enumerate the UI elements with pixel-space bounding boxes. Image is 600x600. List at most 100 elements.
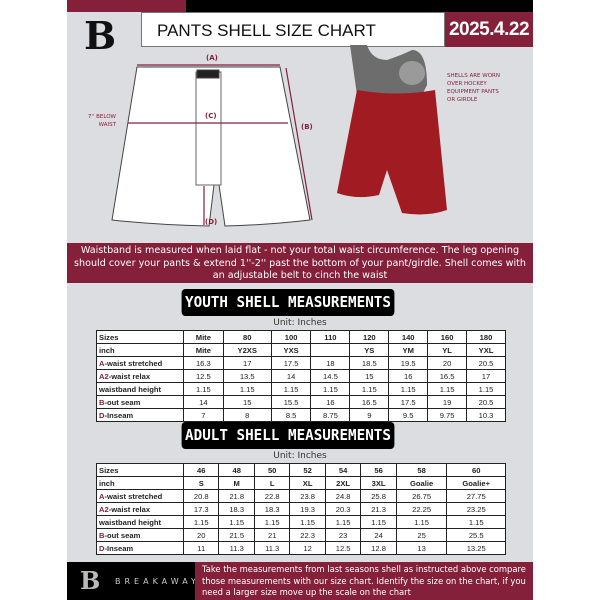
table-cell: 13 — [395, 541, 448, 555]
measurement-name: -Inseam — [104, 410, 134, 420]
below-waist-note-1: 7'' BELOW — [88, 114, 117, 120]
table-cell: 24 — [360, 528, 397, 542]
table-cell: 22.25 — [395, 502, 448, 516]
table-cell: 19.3 — [289, 502, 326, 516]
table-cell: 24.8 — [324, 489, 362, 503]
table-cell: 11 — [182, 541, 220, 555]
table-cell: 8.5 — [270, 408, 312, 422]
row-label: B-out seam — [96, 395, 184, 409]
table-cell: 18.3 — [218, 502, 255, 516]
table-cell: 1.15 — [253, 515, 291, 529]
table-cell: YS — [349, 343, 390, 357]
table-cell: YL — [427, 343, 468, 357]
table-row: A-waist stretched 20.8 21.8 22.8 23.8 24.8 25.… — [96, 489, 506, 503]
table-cell: 25 — [395, 528, 448, 542]
measurement-name: -waist stretched — [104, 491, 163, 501]
row-label: Sizes — [96, 463, 184, 477]
table-row: Sizes Mite 80 100 110 120 140 160 180 — [96, 330, 506, 344]
table-cell: 100 — [270, 330, 312, 344]
table-cell: YXS — [270, 343, 312, 357]
table-cell: 17.3 — [182, 502, 220, 516]
adult-section-title: ADULT SHELL MEASUREMENTS — [181, 422, 395, 449]
measurement-code: A2 — [99, 504, 109, 514]
table-cell: 54 — [324, 463, 362, 477]
label-a: (A) — [206, 54, 218, 62]
table-cell: 20 — [427, 356, 468, 370]
measurement-code: D — [99, 543, 105, 553]
table-cell: 1.15 — [466, 382, 506, 396]
table-row: A2-waist relax 17.3 18.3 18.3 19.3 20.3 21.3 22… — [96, 502, 506, 516]
table-cell: M — [218, 476, 255, 490]
table-cell: 9.75 — [427, 408, 468, 422]
table-cell: 1.15 — [310, 382, 351, 396]
table-cell: 7 — [183, 408, 224, 422]
table-cell: 23.8 — [289, 489, 326, 503]
top-black-bar — [186, 0, 533, 12]
youth-size-table: Sizes Mite 80 100 110 120 140 160 180 inch Mite Y2X… — [96, 330, 506, 422]
table-cell: 16.3 — [183, 356, 224, 370]
measurement-code: A2 — [99, 371, 109, 381]
table-row: B-out seam 20 21.5 21 22.3 23 24 25 25.5 — [96, 528, 506, 542]
measurement-code: A — [99, 358, 105, 368]
table-cell: 18.3 — [253, 502, 291, 516]
table-cell: 16.5 — [427, 369, 468, 383]
table-row: waistband height 1.15 1.15 1.15 1.15 1.15 1.15… — [96, 515, 506, 529]
table-cell: 12.5 — [324, 541, 362, 555]
table-cell: 1.15 — [289, 515, 326, 529]
table-cell: 50 — [253, 463, 291, 477]
row-label: A2-waist relax — [96, 502, 184, 516]
table-cell: 48 — [218, 463, 255, 477]
table-cell: 58 — [395, 463, 448, 477]
table-cell: 19 — [427, 395, 468, 409]
table-cell: 20.8 — [182, 489, 220, 503]
footer-instructions: Take the measurements from last seasons … — [195, 562, 533, 600]
row-label: inch — [96, 343, 184, 357]
table-cell: 17 — [466, 369, 506, 383]
table-cell: 16 — [388, 369, 429, 383]
table-row: B-out seam 14 15 15.5 16 16.5 17.5 19 20.5 — [96, 395, 506, 409]
table-row: D-Inseam 11 11.3 11.3 12 12.5 12.8 13 13.25 — [96, 541, 506, 555]
measurement-name: -out seam — [104, 397, 141, 407]
table-cell: 19.5 — [388, 356, 429, 370]
table-cell: Goalie+ — [446, 476, 506, 490]
measurement-name: Sizes — [99, 332, 119, 342]
table-cell: 1.15 — [395, 515, 448, 529]
row-label: D-Inseam — [96, 408, 184, 422]
measurement-name: -waist relax — [108, 504, 151, 514]
label-b: (B) — [301, 123, 313, 131]
table-cell: 20.5 — [466, 356, 506, 370]
table-cell: 17.5 — [270, 356, 312, 370]
table-cell: 1.15 — [446, 515, 506, 529]
row-label: Sizes — [96, 330, 184, 344]
measurement-code: B — [99, 397, 105, 407]
table-cell: 16 — [310, 395, 351, 409]
table-cell: 22.8 — [253, 489, 291, 503]
measurement-name: -waist stretched — [104, 358, 163, 368]
measurement-code: D — [99, 410, 105, 420]
table-cell: 13.25 — [446, 541, 506, 555]
adult-size-table: Sizes 46 48 50 52 54 56 58 60 inch S M L XL 2XL 3XL Goal… — [96, 463, 506, 555]
table-cell: 52 — [289, 463, 326, 477]
table-cell: 20.5 — [466, 395, 506, 409]
table-cell: 60 — [446, 463, 506, 477]
table-cell: 2XL — [324, 476, 362, 490]
row-label: waistband height — [96, 382, 184, 396]
measurement-name: inch — [99, 345, 115, 355]
table-cell: 8.75 — [310, 408, 351, 422]
label-c: (C) — [205, 112, 217, 120]
table-cell: YXL — [466, 343, 506, 357]
row-label: A2-waist relax — [96, 369, 184, 383]
table-cell: 15.5 — [270, 395, 312, 409]
table-cell: 15 — [222, 395, 272, 409]
table-cell: 21.8 — [218, 489, 255, 503]
table-cell: 1.15 — [183, 382, 224, 396]
breakaway-logo: B — [83, 13, 117, 58]
table-cell: 160 — [427, 330, 468, 344]
measurement-name: inch — [99, 478, 115, 488]
top-accent-bar — [67, 0, 186, 12]
table-cell: 25.5 — [446, 528, 506, 542]
table-cell: 1.15 — [427, 382, 468, 396]
table-cell: 1.15 — [218, 515, 255, 529]
table-cell: 22.3 — [289, 528, 326, 542]
measurement-name: -out seam — [104, 530, 141, 540]
